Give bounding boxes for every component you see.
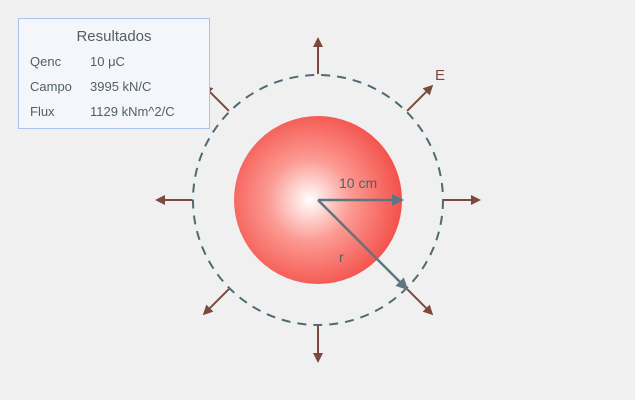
sphere-radius-label: 10 cm	[339, 175, 377, 191]
field-arrow	[202, 288, 230, 316]
result-label: Campo	[30, 79, 72, 94]
gauss-radius-label: r	[339, 249, 344, 265]
results-title: Resultados	[76, 28, 152, 45]
result-value: 10 μC	[90, 54, 125, 69]
result-value: 3995 kN/C	[90, 79, 152, 94]
field-label: E	[435, 67, 445, 84]
field-arrow	[406, 288, 434, 316]
result-value: 1129 kNm^2/C	[90, 104, 175, 119]
result-label: Qenc	[30, 54, 62, 69]
electric-field-arrows	[155, 37, 481, 363]
gaussian-surface	[192, 74, 444, 326]
gauss-radius-arrow	[317, 199, 409, 291]
results-panel: Resultados Qenc 10 μC Campo 3995 kN/C Fl…	[18, 18, 210, 129]
result-label: Flux	[30, 104, 55, 119]
field-arrow	[406, 84, 434, 112]
